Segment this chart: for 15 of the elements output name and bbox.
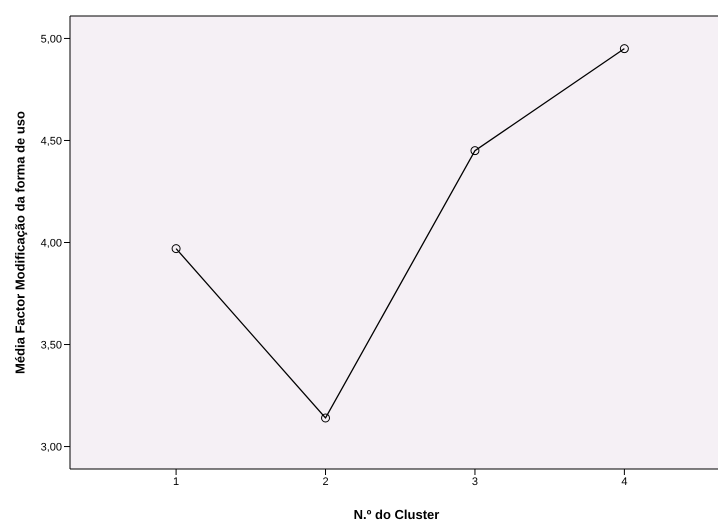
x-tick-label: 3 bbox=[472, 476, 478, 488]
y-tick-label: 3,00 bbox=[40, 441, 62, 454]
point bbox=[172, 244, 181, 254]
y-axis-title: Média Factor Modificação da forma de uso bbox=[12, 110, 28, 374]
y-tick-label: 5,00 bbox=[40, 33, 62, 46]
point bbox=[620, 44, 629, 54]
y-tick-label: 3,50 bbox=[40, 339, 62, 352]
x-tick-label: 4 bbox=[621, 476, 628, 488]
x-tick-label: 1 bbox=[173, 476, 180, 488]
x-tick-label: 2 bbox=[322, 476, 329, 488]
point bbox=[470, 146, 480, 156]
y-tick-label: 4,00 bbox=[40, 237, 62, 250]
x-axis-title: N.º do Cluster bbox=[354, 507, 440, 522]
y-tick-label: 4,50 bbox=[40, 135, 62, 148]
point bbox=[321, 413, 330, 422]
